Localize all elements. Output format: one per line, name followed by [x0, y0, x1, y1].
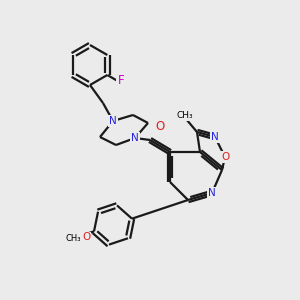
- Text: N: N: [208, 188, 216, 198]
- Text: CH₃: CH₃: [65, 234, 81, 243]
- Text: N: N: [109, 116, 117, 126]
- Text: O: O: [221, 152, 229, 162]
- Text: CH₃: CH₃: [177, 111, 194, 120]
- Text: O: O: [155, 119, 165, 133]
- Text: N: N: [131, 133, 139, 143]
- Text: O: O: [82, 232, 91, 242]
- Text: F: F: [117, 74, 124, 88]
- Text: N: N: [211, 132, 219, 142]
